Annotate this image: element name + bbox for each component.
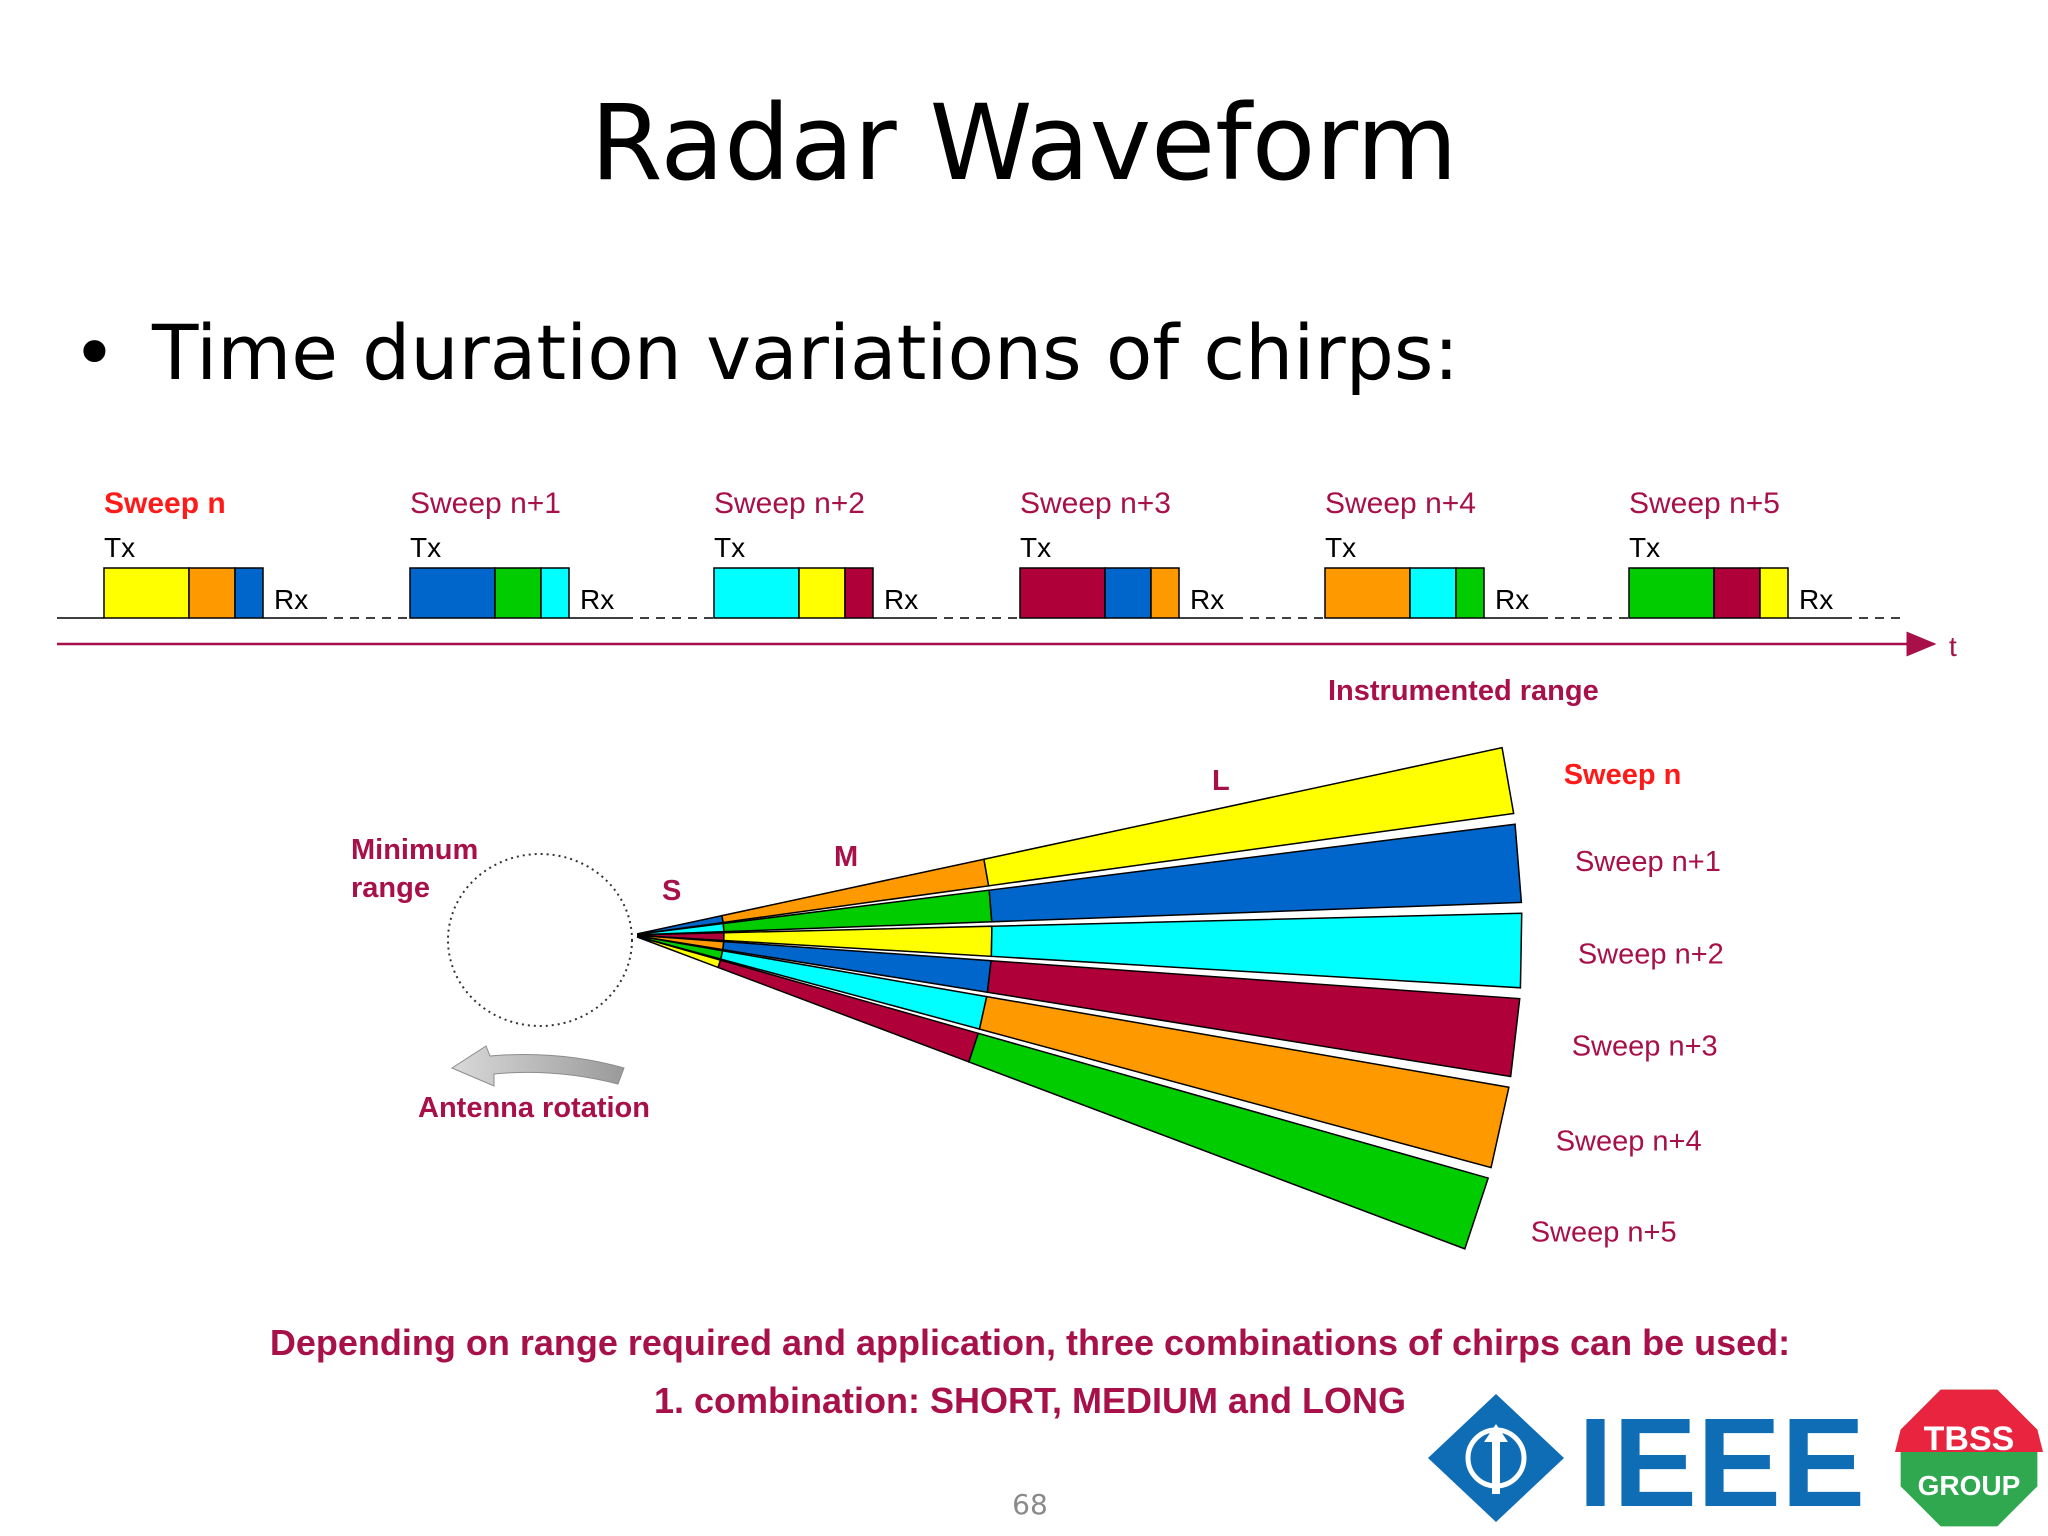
tx-chirp-block-0-2 (234, 567, 264, 619)
fan-sweep-label-1: Sweep n+1 (1575, 846, 1721, 878)
tx-chirp-block-5-1 (1713, 567, 1761, 619)
minimum-range-label-2: range (351, 872, 430, 904)
tx-chirp-block-2-0 (713, 567, 800, 619)
tx-label-0: Tx (104, 532, 135, 563)
caption-line-2: 1. combination: SHORT, MEDIUM and LONG (653, 1380, 1406, 1421)
rx-label-2: Rx (884, 584, 918, 615)
timeline-sweep-label-5: Sweep n+5 (1629, 487, 1780, 520)
slide-title: Radar Waveform (590, 82, 1458, 204)
tx-label-3: Tx (1020, 532, 1051, 563)
tx-chirp-block-3-1 (1104, 567, 1152, 619)
time-axis-label: t (1949, 631, 1957, 662)
tx-chirp-block-3-0 (1019, 567, 1106, 619)
tx-chirp-block-2-1 (798, 567, 846, 619)
tx-chirp-block-4-2 (1455, 567, 1485, 619)
tbss-badge-top (1895, 1389, 2043, 1452)
fan-segment-3-long (986, 959, 1521, 1078)
ieee-emblem-arrow-icon (1484, 1424, 1508, 1494)
tx-chirp-block-4-0 (1324, 567, 1411, 619)
tx-label-5: Tx (1629, 532, 1660, 563)
ieee-wordmark: IEEE (1578, 1392, 1865, 1533)
timeline-sweep-label-0: Sweep n (104, 487, 226, 520)
fan-sweep-label-0: Sweep n (1564, 759, 1682, 791)
caption-line-1: Depending on range required and applicat… (269, 1322, 1791, 1363)
tx-chirp-block-1-0 (409, 567, 496, 619)
logos: IEEE TBSS GROUP (1428, 1389, 2043, 1533)
zone-label-long: L (1212, 765, 1230, 797)
bullet-point: • Time duration variations of chirps: (72, 308, 1459, 397)
tx-chirp-block-0-0 (103, 567, 190, 619)
tx-chirp-block-1-2 (540, 567, 570, 619)
tx-chirp-block-1-1 (494, 567, 542, 619)
tx-label-4: Tx (1325, 532, 1356, 563)
fan-sweep-label-5: Sweep n+5 (1531, 1216, 1677, 1248)
tx-label-2: Tx (714, 532, 745, 563)
antenna-rotation-arrow-icon (450, 1045, 625, 1087)
timeline-sweep-label-3: Sweep n+3 (1020, 487, 1171, 520)
minimum-range-label-1: Minimum (351, 834, 478, 866)
tx-chirp-block-4-1 (1409, 567, 1457, 619)
fan-segment-5-long (967, 1032, 1490, 1250)
instrumented-range-label: Instrumented range (1328, 675, 1599, 707)
rx-label-0: Rx (274, 584, 308, 615)
fan-segment-4-long (978, 995, 1510, 1169)
sweep-fan: Sweep n Sweep n+1 Sweep n+2 Sweep n+3 Sweep … (351, 675, 1724, 1250)
bullet-dot-icon: • (72, 308, 117, 397)
tx-label-1: Tx (410, 532, 441, 563)
tbss-logo-top-text: TBSS (1924, 1420, 2015, 1458)
rx-label-4: Rx (1495, 584, 1529, 615)
fan-sweep-label-2: Sweep n+2 (1578, 938, 1724, 970)
tx-chirp-block-2-2 (844, 567, 874, 619)
tx-chirp-block-3-2 (1150, 567, 1180, 619)
fan-sweep-label-4: Sweep n+4 (1556, 1125, 1702, 1157)
timeline-sweep-label-2: Sweep n+2 (714, 487, 865, 520)
zone-label-short: S (662, 875, 681, 907)
tx-chirp-block-5-0 (1628, 567, 1715, 619)
fan-segment-2-long (990, 912, 1523, 989)
timeline-sweep-label-1: Sweep n+1 (410, 487, 561, 520)
tx-chirp-block-0-1 (188, 567, 236, 619)
tbss-logo-bottom-text: GROUP (1918, 1470, 2021, 1501)
tx-chirp-block-5-2 (1759, 567, 1789, 619)
minimum-range-circle (447, 853, 633, 1027)
sweep-timeline: Sweep n Tx Rx Sweep n+1 Tx Rx Sweep n+2 Tx Rx Swe… (57, 487, 1957, 662)
fan-sweep-label-3: Sweep n+3 (1572, 1030, 1718, 1062)
antenna-rotation-label: Antenna rotation (418, 1092, 650, 1124)
fan-segment-1-long (988, 823, 1523, 923)
bullet-text: Time duration variations of chirps: (152, 308, 1460, 397)
page-number: 68 (1012, 1488, 1048, 1521)
timeline-sweep-label-4: Sweep n+4 (1325, 487, 1476, 520)
rx-label-5: Rx (1799, 584, 1833, 615)
rx-label-1: Rx (580, 584, 614, 615)
zone-label-medium: M (834, 841, 858, 873)
fan-segment-0-long (983, 746, 1515, 887)
rx-label-3: Rx (1190, 584, 1224, 615)
